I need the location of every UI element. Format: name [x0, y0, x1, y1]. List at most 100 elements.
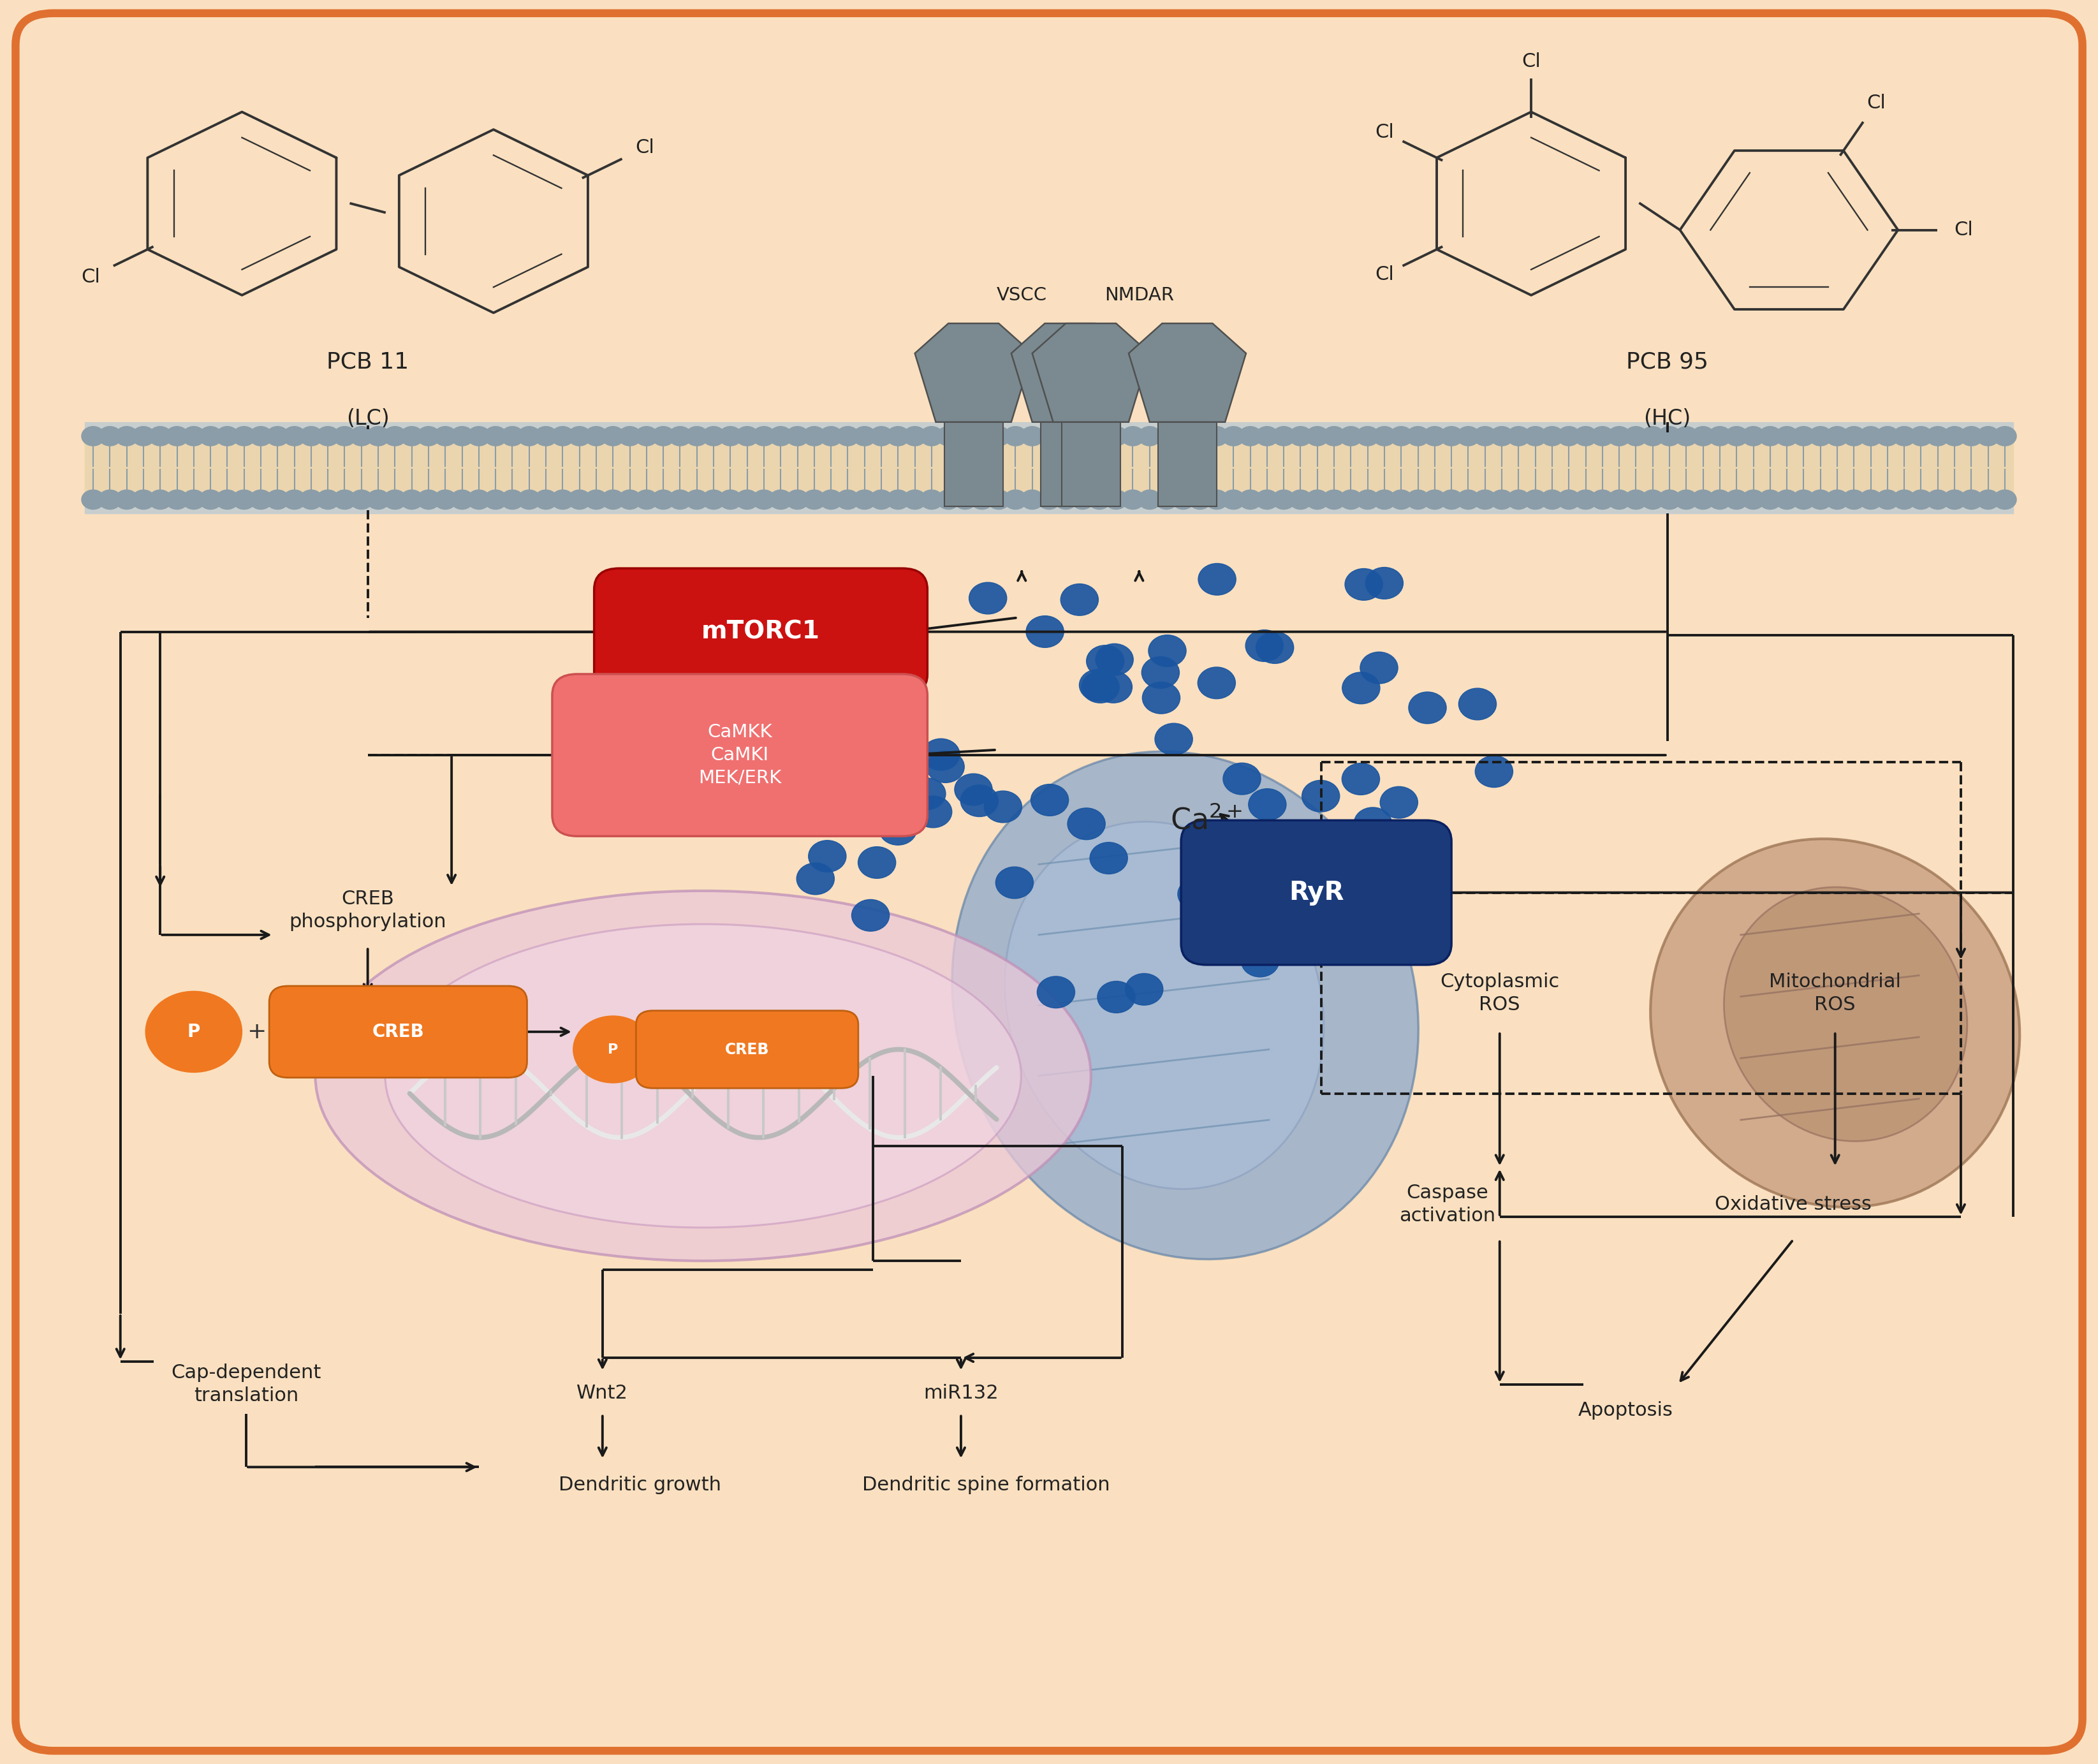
Circle shape [804, 490, 827, 510]
Circle shape [569, 490, 592, 510]
Circle shape [451, 427, 474, 446]
Circle shape [1343, 764, 1380, 796]
Circle shape [334, 490, 357, 510]
Circle shape [535, 490, 558, 510]
Text: Wnt2: Wnt2 [577, 1383, 627, 1402]
Bar [84, 422, 2014, 513]
Circle shape [1808, 427, 1832, 446]
Circle shape [971, 490, 994, 510]
Circle shape [1993, 490, 2016, 510]
Circle shape [1255, 490, 1278, 510]
Circle shape [1005, 427, 1028, 446]
Circle shape [1026, 616, 1064, 647]
Circle shape [854, 427, 877, 446]
Circle shape [183, 427, 206, 446]
Circle shape [1422, 427, 1446, 446]
Circle shape [166, 427, 189, 446]
FancyBboxPatch shape [15, 12, 2083, 1752]
Circle shape [1960, 490, 1983, 510]
Circle shape [753, 490, 776, 510]
Circle shape [908, 778, 946, 810]
Circle shape [115, 490, 138, 510]
Bar [1158, 422, 1217, 506]
Circle shape [518, 490, 541, 510]
Circle shape [955, 490, 978, 510]
Circle shape [1475, 755, 1513, 787]
Circle shape [1271, 427, 1294, 446]
Circle shape [1607, 427, 1630, 446]
Circle shape [485, 427, 508, 446]
Circle shape [384, 490, 407, 510]
Circle shape [518, 427, 541, 446]
Circle shape [1062, 584, 1099, 616]
Circle shape [1439, 490, 1462, 510]
Circle shape [1725, 490, 1748, 510]
Circle shape [879, 813, 917, 845]
Circle shape [1171, 490, 1194, 510]
Text: (HC): (HC) [1643, 407, 1691, 429]
Circle shape [619, 427, 642, 446]
Circle shape [1458, 688, 1496, 720]
Circle shape [852, 900, 890, 931]
Circle shape [1343, 672, 1380, 704]
Circle shape [1345, 568, 1383, 600]
Circle shape [149, 427, 172, 446]
Circle shape [997, 866, 1034, 898]
Circle shape [1674, 427, 1697, 446]
Circle shape [804, 427, 827, 446]
Circle shape [1221, 490, 1244, 510]
Circle shape [1960, 427, 1983, 446]
Circle shape [1792, 427, 1815, 446]
Circle shape [1120, 427, 1143, 446]
Circle shape [961, 785, 999, 817]
Circle shape [367, 490, 390, 510]
Circle shape [1248, 789, 1286, 820]
Circle shape [1095, 670, 1133, 702]
Circle shape [636, 490, 659, 510]
Circle shape [1198, 667, 1236, 699]
Circle shape [1366, 568, 1404, 600]
Circle shape [1775, 490, 1798, 510]
Text: Cl: Cl [1376, 265, 1395, 284]
Circle shape [1490, 427, 1513, 446]
Text: Cl: Cl [82, 268, 101, 286]
Circle shape [1288, 490, 1311, 510]
Circle shape [1993, 427, 2016, 446]
FancyBboxPatch shape [269, 986, 527, 1078]
Circle shape [921, 739, 959, 771]
Circle shape [552, 427, 575, 446]
Circle shape [1909, 427, 1932, 446]
Circle shape [837, 490, 860, 510]
Circle shape [233, 427, 256, 446]
Text: (LC): (LC) [346, 407, 390, 429]
Circle shape [915, 796, 952, 827]
Circle shape [1305, 490, 1328, 510]
Circle shape [1083, 672, 1120, 704]
Circle shape [602, 427, 625, 446]
Circle shape [1378, 928, 1416, 960]
Circle shape [1353, 808, 1391, 840]
Text: CaMKK
CaMKI
MEK/ERK: CaMKK CaMKI MEK/ERK [699, 723, 780, 787]
Circle shape [485, 490, 508, 510]
Circle shape [1246, 630, 1284, 662]
Circle shape [1792, 490, 1815, 510]
Text: CREB: CREB [371, 1023, 424, 1041]
Circle shape [266, 427, 290, 446]
Circle shape [1039, 427, 1059, 446]
Text: Cap-dependent
translation: Cap-dependent translation [172, 1364, 321, 1404]
Polygon shape [1032, 323, 1150, 422]
Circle shape [1892, 490, 1915, 510]
Circle shape [266, 490, 290, 510]
Circle shape [1053, 490, 1076, 510]
Circle shape [132, 427, 155, 446]
Text: Mitochondrial
ROS: Mitochondrial ROS [1769, 972, 1901, 1014]
Circle shape [1590, 427, 1613, 446]
Circle shape [1926, 490, 1949, 510]
Circle shape [1657, 490, 1680, 510]
Circle shape [300, 427, 323, 446]
Circle shape [1070, 427, 1093, 446]
Circle shape [1523, 490, 1546, 510]
Text: Apoptosis: Apoptosis [1578, 1401, 1672, 1420]
Circle shape [1406, 490, 1429, 510]
Circle shape [1506, 490, 1529, 510]
